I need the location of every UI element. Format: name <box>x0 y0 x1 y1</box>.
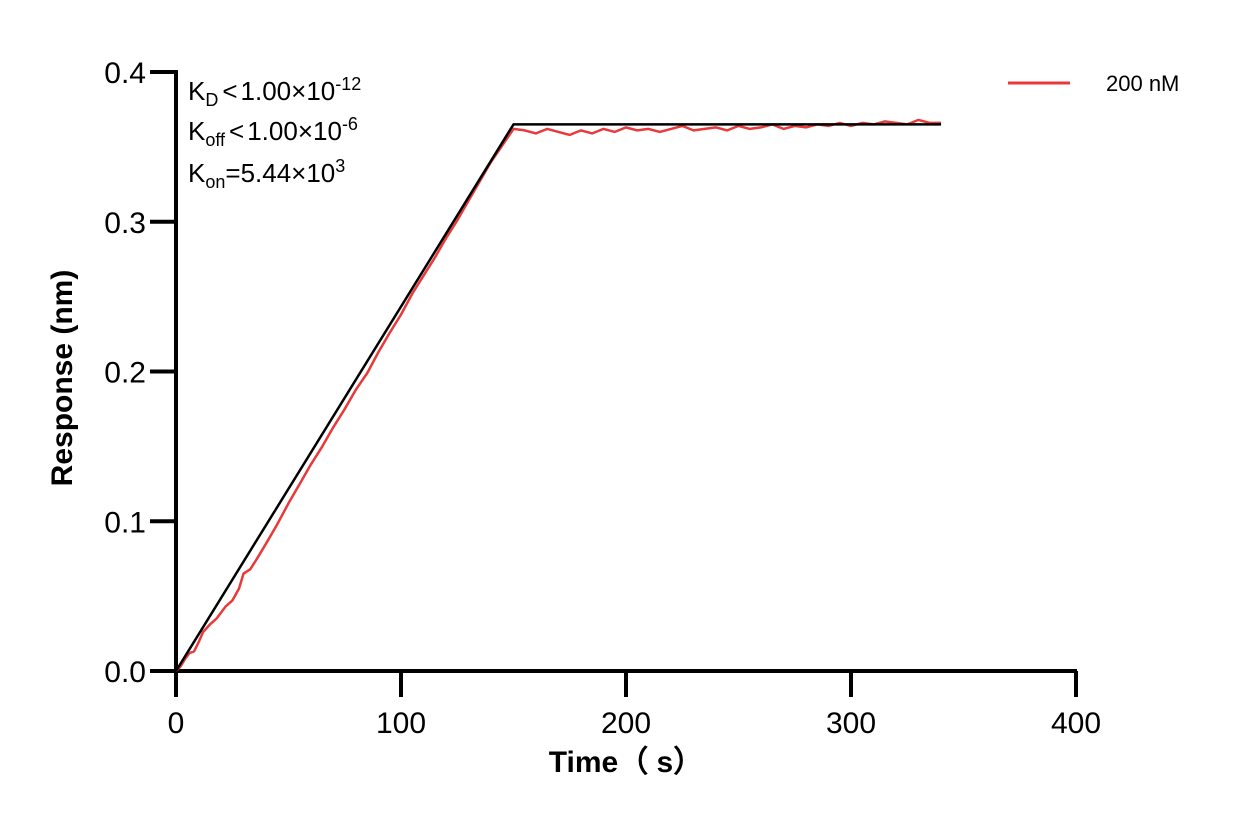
y-tick-label: 0.0 <box>104 656 146 689</box>
y-tick-label: 0.3 <box>104 207 146 240</box>
annotation-kon: Kon=5.44×103 <box>188 156 345 192</box>
legend-label-200nm: 200 nM <box>1106 71 1179 96</box>
x-axis-ticks: 0 100 200 300 400 <box>168 671 1101 740</box>
series-line-200nm <box>175 118 941 672</box>
x-tick-label: 200 <box>601 707 651 740</box>
x-tick-label: 300 <box>826 707 876 740</box>
x-axis-title: Time（ s） <box>549 745 704 779</box>
annotation-koff: Koff <1.00×10-6 <box>188 114 358 150</box>
x-tick-label: 400 <box>1051 707 1101 740</box>
annotation-kd: KD <1.00×10-12 <box>188 74 361 110</box>
y-axis-ticks: 0.0 0.1 0.2 0.3 0.4 <box>104 57 176 689</box>
x-tick-label: 100 <box>376 707 426 740</box>
y-axis-title: Response (nm) <box>46 270 79 487</box>
y-tick-label: 0.4 <box>104 57 146 90</box>
legend: 200 nM <box>1008 71 1179 96</box>
x-tick-label: 0 <box>168 707 185 740</box>
y-tick-label: 0.2 <box>104 357 146 390</box>
series-layer <box>174 118 941 672</box>
fit-line <box>174 123 941 672</box>
y-tick-label: 0.1 <box>104 506 146 539</box>
